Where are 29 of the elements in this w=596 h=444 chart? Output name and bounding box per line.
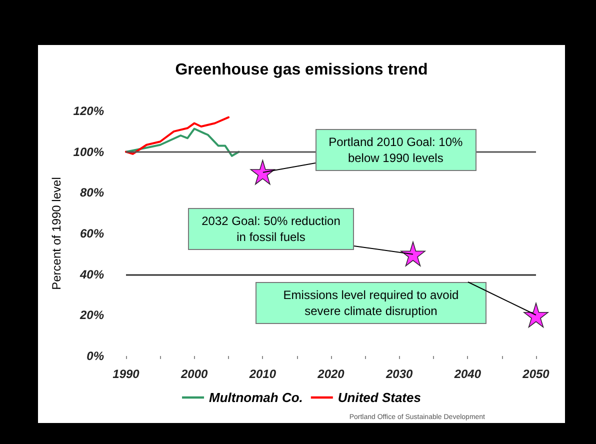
x-tick-label: 2040 bbox=[453, 367, 482, 381]
annotation: Emissions level required to avoid severe climate disruption bbox=[283, 288, 459, 318]
callout-box: Emissions level required to avoid severe climate disruption bbox=[256, 282, 486, 324]
point bbox=[524, 302, 548, 328]
callout-box: Portland 2010 Goal: 10% below 1990 levels bbox=[315, 129, 476, 172]
chart-title: Greenhouse gas emissions trend bbox=[175, 62, 428, 78]
point bbox=[400, 242, 426, 266]
y-tick-label: 60% bbox=[80, 226, 104, 240]
y-axis-title: Percent of 1990 level bbox=[49, 177, 64, 290]
x-tick-label: 2050 bbox=[522, 367, 550, 381]
line-series bbox=[125, 116, 230, 155]
x-tick-label: 2000 bbox=[180, 367, 208, 381]
point bbox=[250, 160, 276, 185]
callout-box: 2032 Goal: 50% reduction in fossil fuels bbox=[188, 208, 354, 250]
x-tick-label: 2020 bbox=[316, 367, 345, 381]
y-tick-label: 0% bbox=[86, 349, 104, 363]
annotation: 2032 Goal: 50% reduction in fossil fuels bbox=[202, 214, 340, 244]
y-tick-label: 80% bbox=[80, 186, 104, 200]
x-tick-label: 2010 bbox=[248, 367, 276, 381]
y-tick-label: 20% bbox=[78, 308, 104, 322]
y-tick-label: 120% bbox=[73, 104, 104, 118]
x-tick-label: 2030 bbox=[384, 367, 414, 381]
y-tick-label: 100% bbox=[73, 144, 104, 159]
y-tick-label: 40% bbox=[78, 267, 104, 282]
line-series bbox=[125, 128, 240, 157]
annotation: Portland 2010 Goal: 10% below 1990 levels bbox=[328, 135, 463, 166]
x-tick-label: 1990 bbox=[112, 367, 140, 381]
legend-label: United States bbox=[338, 390, 421, 405]
legend-label: Multnomah Co. bbox=[209, 390, 303, 405]
